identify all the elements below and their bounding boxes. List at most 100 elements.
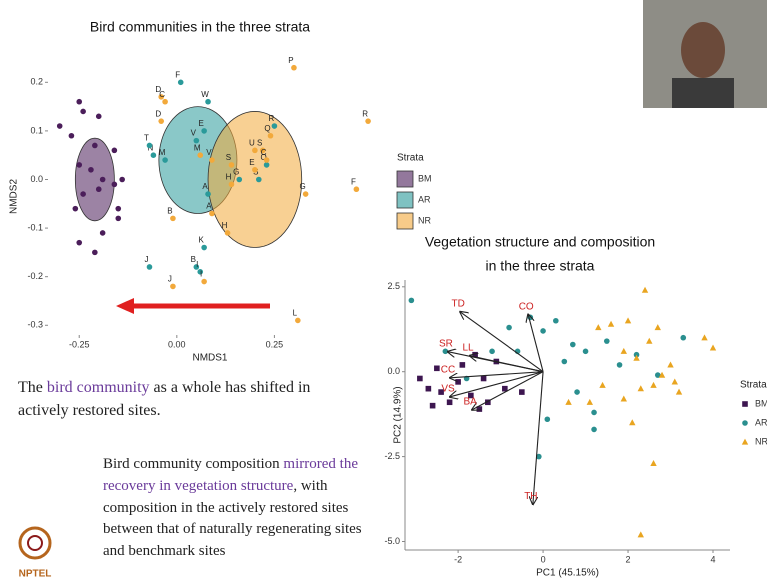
point [201,245,207,251]
point [162,99,168,105]
point [264,162,270,168]
point [625,317,631,323]
x-axis-label: PC1 (45.15%) [536,568,599,579]
point-label: A [202,182,208,191]
point [147,143,153,149]
slide: NPTEL Bird communities in the three stra… [0,0,767,582]
point [291,65,297,71]
point-label: P [288,56,293,65]
point [158,118,164,124]
point-label: W [201,90,209,99]
legend-title: Strata [397,153,424,164]
point [617,362,623,368]
webcam-person [681,22,725,78]
vector-label: CO [519,301,534,312]
point [599,382,605,388]
point [638,385,644,391]
legend-label: NR [418,215,431,225]
point [489,349,495,355]
point-label: F [175,70,180,79]
point-label: S [226,153,231,162]
point [354,186,360,192]
point [170,284,176,290]
point-label: B [167,206,172,215]
point [642,287,648,293]
point-label: E [249,158,254,167]
point-label: C [159,90,165,99]
y-tick-label: 0.2 [30,77,43,87]
vector-label: BA [463,396,477,407]
x-tick-label: 0.00 [168,339,186,349]
point [209,157,215,163]
point [646,338,652,344]
point [570,342,576,348]
point [57,123,63,129]
point-label: U [249,138,255,147]
point [115,216,121,222]
point [565,399,571,405]
point [73,206,79,212]
point-label: L [293,309,298,318]
point-label: J [168,275,172,284]
point [587,399,593,405]
point [229,182,235,188]
logo-core [28,536,42,550]
point [447,399,453,405]
x-axis-label: NMDS1 [192,353,227,364]
point-label: G [233,168,239,177]
y-tick-label: -5.0 [384,536,400,546]
point [417,376,423,382]
vector-label: CC [441,364,455,375]
point [92,143,98,149]
point [672,378,678,384]
point-label: G [300,182,306,191]
loading-vector [450,372,543,378]
y-axis-label: PC2 (14.9%) [393,386,404,443]
point [481,376,487,382]
point [295,318,301,324]
point [409,298,415,304]
point-label: I [196,260,198,269]
point [591,410,597,416]
y-tick-label: -0.2 [27,271,43,281]
point [115,206,121,212]
legend-label: AR [418,194,431,204]
point [236,177,242,183]
x-tick-label: 2 [626,554,631,564]
point [701,334,707,340]
point-label: K [198,236,204,245]
point [96,186,102,192]
point [100,230,106,236]
y-tick-label: -2.5 [384,451,400,461]
point [583,349,589,355]
point [591,427,597,433]
shift-arrow [116,298,270,314]
webcam-body [672,78,734,108]
point [147,264,153,270]
y-tick-label: 2.5 [387,281,400,291]
arrow-head [116,298,134,314]
point [252,148,258,154]
point [76,240,82,246]
point-label: V [191,129,197,138]
point-label: F [351,177,356,186]
text-block: Bird community composition mirrored the … [103,454,378,563]
x-tick-label: -0.25 [69,339,90,349]
point [100,177,106,183]
point [80,109,86,115]
point [170,216,176,222]
point [545,416,551,422]
point-label: T [144,134,149,143]
chart-title: Bird communities in the three strata [90,19,310,35]
legend-key [397,192,413,208]
legend-label: BM [755,398,767,408]
point [608,321,614,327]
point [92,250,98,256]
point [252,167,258,173]
text: The [18,379,47,396]
point [80,191,86,197]
point-label: J [144,255,148,264]
legend-key [742,439,748,445]
point [76,162,82,168]
logo-text: NPTEL [19,569,52,580]
